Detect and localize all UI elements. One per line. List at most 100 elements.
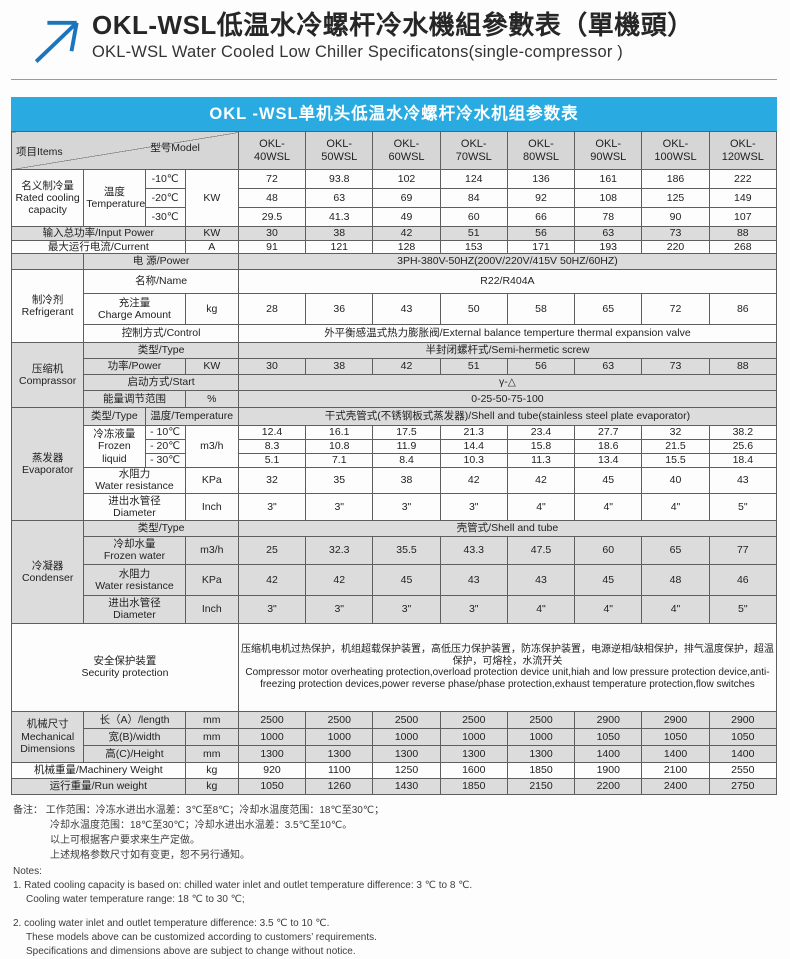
spec-value-cell: 125 [641,188,710,209]
spec-value-cell: OKL- 70WSL [439,130,508,171]
header-divider [11,79,777,80]
label-input-power: 输入总功率/Input Power [11,226,186,241]
items-label: 项目Items [16,146,63,159]
unit-cell: m3/h [184,535,239,565]
spec-value-cell: 88 [708,226,778,241]
row-energy-range: 能量调节范围 % 0-25-50-75-100 [11,389,778,408]
spec-value-cell: 23.4 [506,424,576,440]
temp-cell: -10℃ [144,169,186,190]
unit-cell: kg [184,292,239,325]
spec-value-cell: 25 [237,535,307,565]
spec-value-cell: 3" [439,492,508,521]
spec-value-cell: 45 [574,563,643,596]
label-security-protection: 安全保护装置 Security protection [11,622,239,712]
spec-value-cell: 1000 [372,727,441,746]
spec-value-cell: 1300 [372,744,441,763]
spec-value-cell: 42 [439,466,508,494]
spec-value-cell: 153 [439,239,508,254]
row-run-weight: 运行重量/Run weight kg 1050 1260 1430 1850 2150 2… [11,777,778,795]
spec-value-cell: 1000 [506,727,576,746]
label-evap-water-resistance: 水阻力 Water resistance [83,466,186,494]
spec-value-cell: 21.3 [439,424,508,440]
unit-cell: Inch [184,492,239,521]
row-capacity-minus20: -20℃ 48 63 69 84 92 108 125 149 [12,188,778,209]
label-length: 长（A）/length [83,710,186,729]
spec-value-cell: 32.3 [305,535,374,565]
spec-value-cell: 4" [641,594,710,624]
spec-value-cell: 4" [574,492,643,521]
spec-value-cell: 11.9 [372,438,441,454]
label-refrigerant: 制冷剂 Refrigerant [10,268,85,343]
notes-section: 备注： 工作范围：冷冻水进出水温差：3℃至8℃；冷却水温度范围：18℃至30℃；… [13,803,777,959]
label-height: 高(C)/Height [83,744,186,763]
label-evap-diameter: 进出水管径 Diameter [83,492,186,521]
spec-value-cell: 2500 [439,710,508,729]
spec-value-cell: 2500 [506,710,576,729]
label-charge-amount: 充注量 Charge Amount [83,292,186,325]
spec-value-cell: 1900 [574,761,643,779]
unit-cell: KW [184,226,239,241]
spec-value-cell: 3" [372,594,441,624]
spec-value-cell: 60 [574,535,643,565]
unit-cell: mm [184,727,239,746]
spec-value-cell: 12.4 [237,424,307,440]
page-subtitle: OKL-WSL Water Cooled Low Chiller Specifi… [92,42,623,61]
spec-value-cell: 46 [708,563,778,596]
label-condenser-diameter: 进出水管径 Diameter [83,594,186,624]
spec-value-cell: 1300 [439,744,508,763]
spec-value-cell: 11.3 [506,452,576,468]
spec-value-cell: 3" [237,594,307,624]
spec-value-cell: 18.4 [708,452,778,468]
spec-value-cell: 58 [506,292,576,325]
spec-value-cell: 65 [641,535,710,565]
spec-value-cell: 1300 [506,744,576,763]
spec-value-cell: 78 [574,207,643,228]
spec-value-cell: 18.6 [574,438,643,454]
spec-value-cell: 4" [641,492,710,521]
notes-title: Notes: [13,865,42,877]
temp-cell: - 10℃ [144,424,186,440]
spec-value-cell: 2500 [305,710,374,729]
spec-value-cell: 10.8 [305,438,374,454]
spec-value-cell: 102 [372,169,441,190]
spec-value-cell: 1000 [305,727,374,746]
spec-value-cell: 5.1 [237,452,307,468]
spec-value-cell: 63 [574,357,643,375]
spec-value-cell: 72 [641,292,710,325]
spec-value-cell: OKL- 90WSL [574,130,643,171]
label-evaporator: 蒸发器 Evaporator [10,406,85,521]
spec-value-cell: 35 [305,466,374,494]
spec-value-cell: 1260 [305,777,374,795]
spec-value-cell: 7.1 [305,452,374,468]
arrow-up-right-icon [30,15,82,70]
label-mechanical-dimensions: 机械尺寸 Mechanical Dimensions [10,710,85,763]
value-power-supply: 3PH-380V-50HZ(200V/220V/415V 50HZ/60HZ) [237,252,778,270]
spec-value-cell: 43 [372,292,441,325]
spec-value-cell: 10.3 [439,452,508,468]
spec-value-cell: 3" [305,492,374,521]
label-start: 启动方式/Start [83,373,239,391]
spec-value-cell: 4" [506,492,576,521]
note-line-en: 2. cooling water inlet and outlet temper… [13,917,330,929]
label-energy-range: 能量调节范围 [83,389,186,408]
spec-value-cell: OKL- 120WSL [708,130,778,171]
value-start: γ-△ [237,373,778,391]
spec-value-cell: 73 [641,226,710,241]
spec-value-cell: 1100 [305,761,374,779]
unit-cell: kg [184,761,239,779]
spec-value-cell: 2200 [574,777,643,795]
label-current: 最大运行电流/Current [11,239,186,254]
spec-value-cell: 186 [641,169,710,190]
row-frozen-minus30: - 30℃ 5.1 7.1 8.4 10.3 11.3 13.4 15.5 18.4 [12,452,778,468]
spec-value-cell: 2750 [708,777,778,795]
value-refrigerant-name: R22/R404A [237,268,778,294]
table-banner: OKL -WSL单机头低温水冷螺杆冷水机组参数表 [11,97,777,131]
spec-value-cell: 38.2 [708,424,778,440]
model-label: 型号Model [150,141,200,154]
temp-cell: -20℃ [144,188,186,209]
page-header: OKL-WSL低温水冷螺杆冷水機組參數表（單機頭） OKL-WSL Water … [0,0,790,70]
spec-value-cell: 77 [708,535,778,565]
spec-value-cell: 1050 [708,727,778,746]
spec-value-cell: 1850 [439,777,508,795]
spec-value-cell: 124 [439,169,508,190]
